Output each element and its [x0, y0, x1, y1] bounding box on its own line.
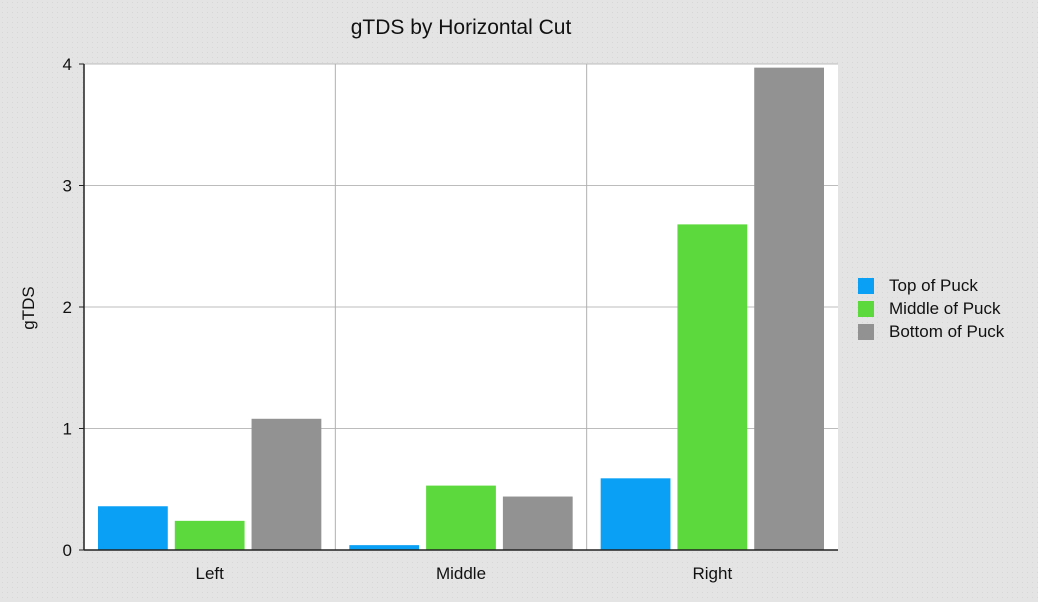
legend-item-middle-of-puck: Middle of Puck	[858, 297, 1004, 320]
y-tick-label: 1	[63, 420, 72, 439]
bar-middle-of-puck-right	[677, 224, 748, 550]
bar-middle-of-puck-middle	[426, 485, 496, 550]
bar-bottom-of-puck-middle	[502, 496, 573, 550]
y-tick-label: 2	[63, 298, 72, 317]
x-tick-label: Right	[692, 564, 732, 583]
legend-label-top-of-puck: Top of Puck	[889, 275, 978, 295]
x-tick-label: Middle	[436, 564, 486, 583]
bar-top-of-puck-left	[98, 506, 168, 550]
bar-top-of-puck-middle	[349, 545, 420, 550]
y-tick-label: 3	[63, 177, 72, 196]
legend-swatch-top-of-puck	[858, 277, 874, 294]
bar-bottom-of-puck-left	[251, 418, 322, 550]
legend-item-bottom-of-puck: Bottom of Puck	[858, 320, 1004, 343]
bar-middle-of-puck-left	[174, 520, 245, 550]
legend: Top of Puck Middle of Puck Bottom of Puc…	[858, 274, 1004, 343]
bar-top-of-puck-right	[600, 478, 671, 550]
legend-swatch-bottom-of-puck	[858, 323, 874, 340]
chart-title: gTDS by Horizontal Cut	[350, 16, 572, 39]
legend-swatch-middle-of-puck	[858, 300, 874, 317]
bar-bottom-of-puck-right	[754, 67, 824, 551]
y-tick-label: 4	[63, 55, 72, 74]
y-tick-label: 0	[63, 541, 72, 560]
legend-label-middle-of-puck: Middle of Puck	[889, 298, 1001, 318]
legend-item-top-of-puck: Top of Puck	[858, 274, 1004, 297]
x-tick-label: Left	[195, 564, 224, 583]
legend-label-bottom-of-puck: Bottom of Puck	[889, 321, 1005, 341]
